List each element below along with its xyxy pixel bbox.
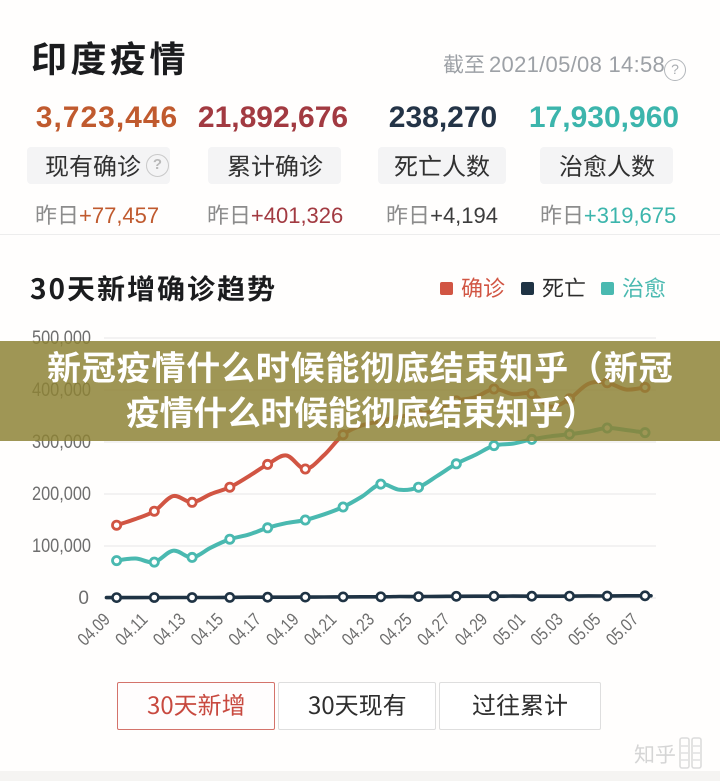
svg-text:0: 0 xyxy=(78,588,89,609)
svg-text:200,000: 200,000 xyxy=(32,484,91,505)
svg-text:05.07: 05.07 xyxy=(602,609,642,649)
svg-text:04.19: 04.19 xyxy=(262,609,302,649)
svg-text:04.29: 04.29 xyxy=(451,609,491,649)
svg-text:05.05: 05.05 xyxy=(564,609,604,649)
svg-text:04.25: 04.25 xyxy=(376,609,416,649)
svg-text:04.09: 04.09 xyxy=(74,609,114,649)
svg-text:04.13: 04.13 xyxy=(149,609,189,649)
svg-text:05.03: 05.03 xyxy=(527,609,567,649)
svg-text:100,000: 100,000 xyxy=(32,536,91,557)
svg-text:04.15: 04.15 xyxy=(187,609,227,649)
svg-text:04.23: 04.23 xyxy=(338,609,378,649)
svg-text:04.17: 04.17 xyxy=(225,609,265,649)
svg-text:05.01: 05.01 xyxy=(489,609,529,649)
svg-text:04.11: 04.11 xyxy=(111,609,151,649)
svg-text:04.27: 04.27 xyxy=(413,609,453,649)
svg-text:04.21: 04.21 xyxy=(300,609,340,649)
